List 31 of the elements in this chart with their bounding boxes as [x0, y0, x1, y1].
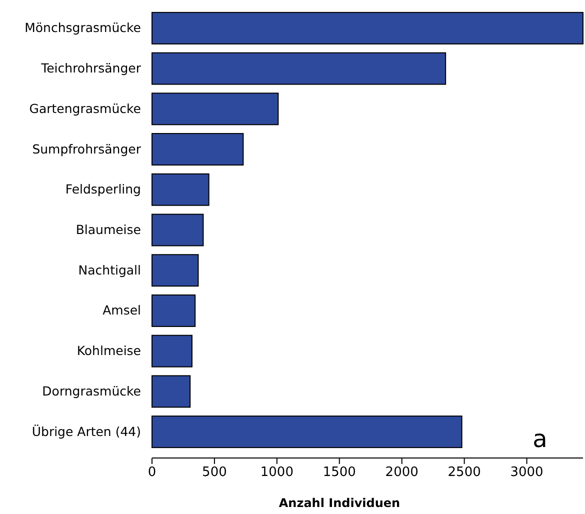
- y-tick-label: Sumpfrohrsänger: [32, 141, 142, 156]
- x-tick-label: 3000: [510, 465, 544, 480]
- bar: [152, 375, 191, 408]
- bar: [152, 416, 462, 448]
- y-tick-label: Amsel: [102, 302, 141, 318]
- y-tick-label: Blaumeise: [76, 222, 142, 237]
- bar: [152, 133, 244, 166]
- bar: [152, 173, 210, 206]
- x-tick-label: 1000: [260, 465, 294, 480]
- x-tick-label: 2000: [385, 465, 418, 480]
- bar: [152, 214, 204, 246]
- y-tick-label: Übrige Arten (44): [32, 424, 141, 439]
- x-tick-label: 1500: [322, 465, 356, 480]
- y-tick-label: Feldsperling: [65, 182, 141, 197]
- bar: [152, 52, 446, 85]
- y-tick-label: Teichrohrsänger: [40, 60, 142, 76]
- bar: [152, 12, 584, 44]
- x-tick-label: 500: [202, 465, 227, 480]
- x-tick-label: 0: [148, 465, 156, 480]
- y-tick-label: Kohlmeise: [76, 343, 142, 358]
- x-tick-label: 2500: [448, 465, 481, 480]
- y-tick-label: Dorngrasmücke: [42, 383, 142, 398]
- bar: [152, 254, 199, 287]
- bar: [152, 294, 196, 327]
- y-tick-label: Mönchsgrasmücke: [24, 20, 142, 36]
- annotation: a: [532, 425, 548, 453]
- bar: [152, 92, 279, 126]
- y-tick-label: Gartengrasmücke: [29, 100, 142, 116]
- bar: [152, 334, 192, 368]
- y-tick-label: Nachtigall: [78, 262, 141, 278]
- x-axis-title: Anzahl Individuen: [278, 496, 400, 510]
